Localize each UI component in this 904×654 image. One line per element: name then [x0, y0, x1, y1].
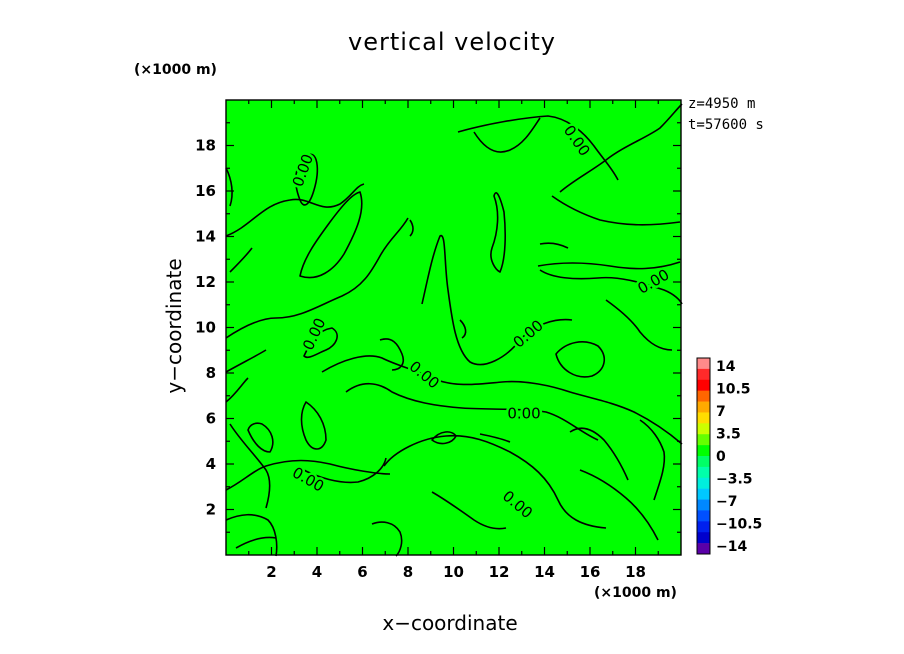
colorbar-segment	[697, 521, 710, 533]
colorbar-segment	[697, 379, 710, 391]
colorbar-label: −10.5	[716, 517, 762, 533]
contour-line	[247, 422, 274, 453]
level-annotation: z=4950 m	[688, 96, 756, 112]
contour-line	[371, 521, 403, 557]
contour-line	[229, 247, 253, 273]
x-tick-label: 2	[266, 563, 276, 581]
x-tick-label: 8	[403, 563, 413, 581]
y-tick-label: 8	[206, 364, 216, 382]
colorbar-segment	[697, 445, 710, 457]
contour-line	[555, 341, 605, 378]
contour-line	[225, 459, 391, 491]
colorbar-label: 0	[716, 449, 726, 465]
contour-line	[559, 103, 683, 193]
contour-line	[225, 167, 233, 207]
colorbar-segment	[697, 412, 710, 424]
x-tick-label: 4	[312, 563, 322, 581]
colorbar-label: 10.5	[716, 382, 751, 398]
x-tick-label: 10	[443, 563, 464, 581]
y-axis-unit: (×1000 m)	[134, 62, 217, 78]
contour-line	[225, 349, 267, 373]
x-tick-label: 16	[580, 563, 601, 581]
contour-line	[409, 219, 414, 237]
contour-line	[473, 117, 541, 153]
x-tick-label: 18	[625, 563, 646, 581]
colorbar-segment	[697, 368, 710, 381]
y-tick-label: 6	[206, 410, 216, 428]
contour-line	[225, 513, 278, 557]
contour-line	[225, 377, 249, 403]
time-annotation: t=57600 s	[688, 117, 764, 133]
y-tick-label: 12	[195, 273, 216, 291]
contour-line	[459, 319, 467, 339]
colorbar-label: −14	[716, 539, 747, 555]
colorbar-segment	[697, 390, 710, 402]
contour-line	[551, 195, 681, 226]
colorbar-segment	[697, 456, 710, 468]
colorbar-segment	[697, 423, 710, 435]
colorbar-label: 7	[716, 404, 726, 420]
y-tick-label: 4	[206, 455, 216, 473]
colorbar-label: 14	[716, 359, 736, 375]
colorbar-label: −7	[716, 494, 737, 510]
colorbar-segment	[697, 510, 710, 522]
contour-line	[299, 191, 363, 279]
colorbar-label: −3.5	[716, 472, 753, 488]
x-tick-label: 14	[534, 563, 555, 581]
contour-line	[539, 269, 683, 305]
contour-line	[225, 183, 365, 237]
contour-line	[605, 299, 673, 351]
contour-line	[431, 491, 507, 530]
contour-line	[579, 469, 659, 541]
contour-line	[303, 327, 338, 359]
y-tick-label: 10	[195, 319, 216, 337]
contour-line	[383, 434, 607, 529]
contour-line	[569, 427, 629, 481]
x-axis-label: x−coordinate	[382, 611, 518, 635]
colorbar-segment	[697, 466, 710, 479]
colorbar-segment	[697, 488, 710, 500]
y-tick-label: 16	[195, 182, 216, 200]
colorbar-label: 3.5	[716, 427, 741, 443]
y-tick-label: 14	[195, 228, 216, 246]
colorbar-segment	[697, 401, 710, 413]
zero-contours	[225, 103, 683, 557]
y-tick-label: 18	[195, 137, 216, 155]
colorbar-segment	[697, 499, 710, 511]
contour-line	[490, 192, 506, 273]
colorbar-frame	[696, 357, 711, 555]
x-tick-label: 6	[357, 563, 367, 581]
colorbar-segment	[697, 532, 710, 544]
contour-line	[299, 457, 387, 484]
contour-line	[479, 433, 511, 443]
colorbar-segment	[697, 358, 710, 370]
contour-line	[321, 355, 683, 445]
contour-line	[229, 423, 271, 509]
contour-line	[457, 115, 619, 181]
colorbar-segment	[697, 543, 710, 555]
axis-ticks: 2 4 6 8 10 12 14 16 18 2 4 6 8 10 12 14 16 18	[195, 100, 681, 581]
colorbar-segment	[697, 434, 710, 446]
contour-line	[294, 153, 319, 206]
x-axis-unit: (×1000 m)	[594, 585, 677, 601]
contour-line	[639, 419, 666, 501]
contour-line	[539, 242, 569, 249]
contour-line	[431, 431, 457, 445]
contour-line	[379, 338, 405, 371]
y-tick-label: 2	[206, 501, 216, 519]
chart-title: vertical velocity	[348, 28, 556, 56]
colorbar: 14 10.5 7 3.5 0 −3.5 −7 −10.5 −14	[696, 357, 762, 555]
contour-line	[345, 382, 599, 441]
contour-line	[300, 401, 327, 450]
contour-line	[421, 235, 573, 366]
x-tick-label: 12	[489, 563, 510, 581]
contour-line	[225, 217, 409, 339]
contour-line	[537, 261, 681, 270]
colorbar-segment	[697, 477, 710, 489]
contour-line	[235, 536, 277, 549]
contour-label: 0.00	[507, 404, 540, 422]
